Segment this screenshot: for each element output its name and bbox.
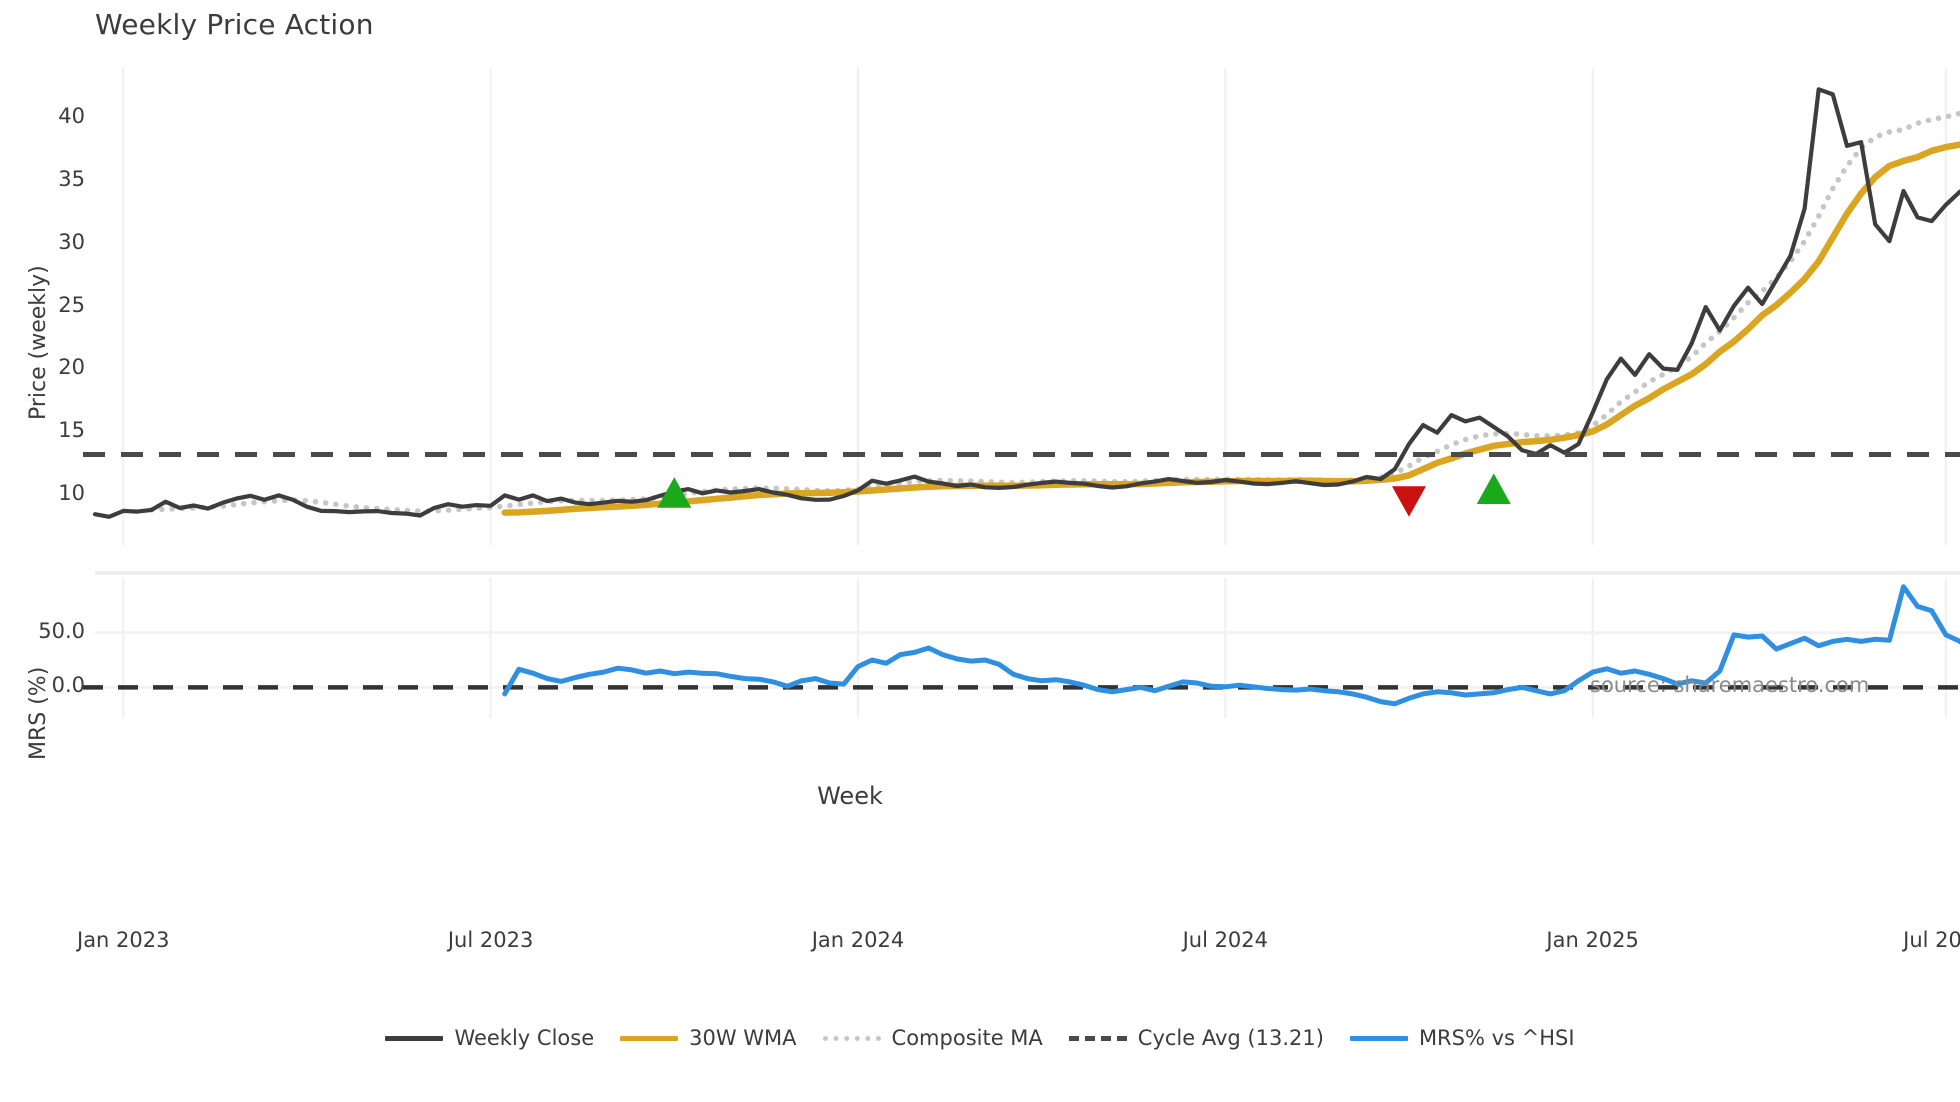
legend-item-cycle-avg-13-21[interactable]: Cycle Avg (13.21) <box>1068 1026 1324 1050</box>
legend-label: 30W WMA <box>689 1026 797 1050</box>
price-y-tick: 10 <box>58 480 85 505</box>
legend-item-composite-ma[interactable]: Composite MA <box>822 1026 1043 1050</box>
legend-item-mrs-vs-hsi[interactable]: MRS% vs ^HSI <box>1349 1026 1575 1050</box>
legend-item-30w-wma[interactable]: 30W WMA <box>620 1026 797 1050</box>
series-line-mrs <box>502 584 1960 707</box>
x-tick: Jul 2025 <box>1903 928 1960 952</box>
price-y-tick: 40 <box>58 104 85 129</box>
x-axis-label: Week <box>817 782 883 810</box>
mrs-y-tick: 50.0 <box>38 618 85 643</box>
mrs-y-tick: 0.0 <box>51 673 85 698</box>
legend-swatch <box>1349 1035 1408 1041</box>
source-watermark: source: sharemaestro.com <box>1590 673 1870 698</box>
legend-item-weekly-close[interactable]: Weekly Close <box>385 1026 594 1050</box>
legend-label: MRS% vs ^HSI <box>1418 1026 1575 1050</box>
price-y-tick: 30 <box>58 229 85 254</box>
legend-label: Weekly Close <box>454 1026 595 1050</box>
price-y-tick: 20 <box>58 355 85 380</box>
buy-marker[interactable] <box>657 477 692 508</box>
series-line-composite-ma <box>148 110 1960 514</box>
x-tick: Jan 2023 <box>77 928 170 952</box>
price-y-tick: 15 <box>58 418 85 443</box>
buy-marker[interactable] <box>1476 473 1511 504</box>
x-tick: Jul 2023 <box>447 928 534 952</box>
chart-legend: Weekly Close 30W WMA Composite MA Cycle Avg… <box>0 1026 1960 1050</box>
price-y-tick: 35 <box>58 166 85 191</box>
legend-label: Composite MA <box>891 1026 1043 1050</box>
legend-swatch <box>385 1035 444 1041</box>
legend-swatch <box>822 1035 881 1041</box>
chart-title: Weekly Price Action <box>95 8 374 41</box>
legend-swatch <box>620 1035 679 1041</box>
x-tick: Jan 2024 <box>811 928 905 952</box>
sell-marker[interactable] <box>1391 486 1426 517</box>
x-tick: Jan 2025 <box>1546 928 1639 952</box>
x-tick: Jul 2024 <box>1182 928 1269 952</box>
price-y-tick: 25 <box>58 292 85 317</box>
legend-label: Cycle Avg (13.21) <box>1137 1026 1324 1050</box>
series-line-weekly-close <box>92 87 1960 519</box>
legend-swatch <box>1068 1035 1127 1041</box>
